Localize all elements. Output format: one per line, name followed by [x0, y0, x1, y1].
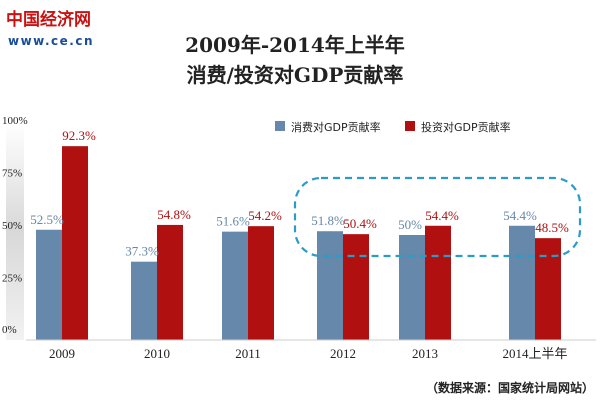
source-note: （数据来源：国家统计局网站）	[426, 380, 594, 395]
value-label-investment-2012: 50.4%	[343, 216, 377, 231]
chart-subtitle: 消费/投资对GDP贡献率	[187, 63, 404, 87]
x-axis-ticks: 2009 2010 2011 2012 2013 2014上半年	[49, 346, 568, 361]
bar-consumption-2012	[317, 231, 343, 340]
x-tick-label-2011: 2011	[235, 346, 261, 361]
legend-swatch-consumption	[275, 121, 285, 131]
bar-consumption-2010	[131, 261, 157, 340]
bar-consumption-2014上半年	[509, 225, 535, 340]
logo-name: 中国经济网	[6, 9, 91, 30]
y-axis-ticks: 0% 25% 50% 75% 100%	[2, 115, 28, 336]
legend-swatch-investment	[405, 121, 415, 131]
bar-investment-2012	[343, 234, 369, 340]
logo-url: www.ce.cn	[8, 34, 94, 48]
chart-title: 2009年-2014年上半年	[185, 33, 405, 57]
bars-group	[36, 146, 561, 340]
bar-investment-2010	[157, 224, 183, 340]
x-tick-label-2012: 2012	[330, 346, 356, 361]
value-label-investment-2014上半年: 48.5%	[535, 220, 569, 235]
value-label-consumption-2010: 37.3%	[125, 244, 159, 259]
value-label-consumption-2009: 52.5%	[30, 212, 64, 227]
y-tick-label: 0%	[2, 324, 17, 336]
legend-label-consumption: 消费对GDP贡献率	[291, 120, 381, 134]
x-tick-label-2014上半年: 2014上半年	[502, 346, 567, 361]
x-tick-label-2009: 2009	[49, 346, 75, 361]
x-tick-label-2013: 2013	[412, 346, 438, 361]
y-tick-label: 100%	[2, 115, 28, 127]
y-tick-label: 50%	[2, 220, 22, 232]
x-tick-label-2010: 2010	[144, 346, 170, 361]
value-label-consumption-2014上半年: 54.4%	[503, 208, 537, 223]
bar-consumption-2009	[36, 229, 62, 340]
bar-consumption-2013	[399, 235, 425, 340]
y-axis-strip	[6, 122, 24, 340]
bar-investment-2009	[62, 146, 88, 340]
y-tick-label: 25%	[2, 273, 22, 285]
value-label-consumption-2013: 50%	[398, 217, 422, 232]
bar-investment-2011	[248, 226, 274, 340]
legend: 消费对GDP贡献率 投资对GDP贡献率	[275, 120, 511, 134]
legend-label-investment: 投资对GDP贡献率	[421, 120, 511, 134]
value-labels-group: 52.5% 92.3% 37.3% 54.8% 51.6%54.2% 51.8%50.4%…	[30, 128, 569, 258]
value-label-consumption-2012: 51.8%	[311, 213, 345, 228]
highlight-box	[293, 176, 582, 258]
value-label-investment-2011: 54.2%	[248, 208, 282, 223]
value-label-investment-2010: 54.8%	[157, 207, 191, 222]
value-label-investment-2009: 92.3%	[62, 128, 96, 143]
bar-investment-2013	[425, 225, 451, 340]
value-label-investment-2013: 54.4%	[425, 208, 459, 223]
bar-investment-2014上半年	[535, 238, 561, 340]
value-label-consumption-2011: 51.6%	[216, 214, 250, 229]
y-tick-label: 75%	[2, 168, 22, 180]
bar-consumption-2011	[222, 231, 248, 340]
